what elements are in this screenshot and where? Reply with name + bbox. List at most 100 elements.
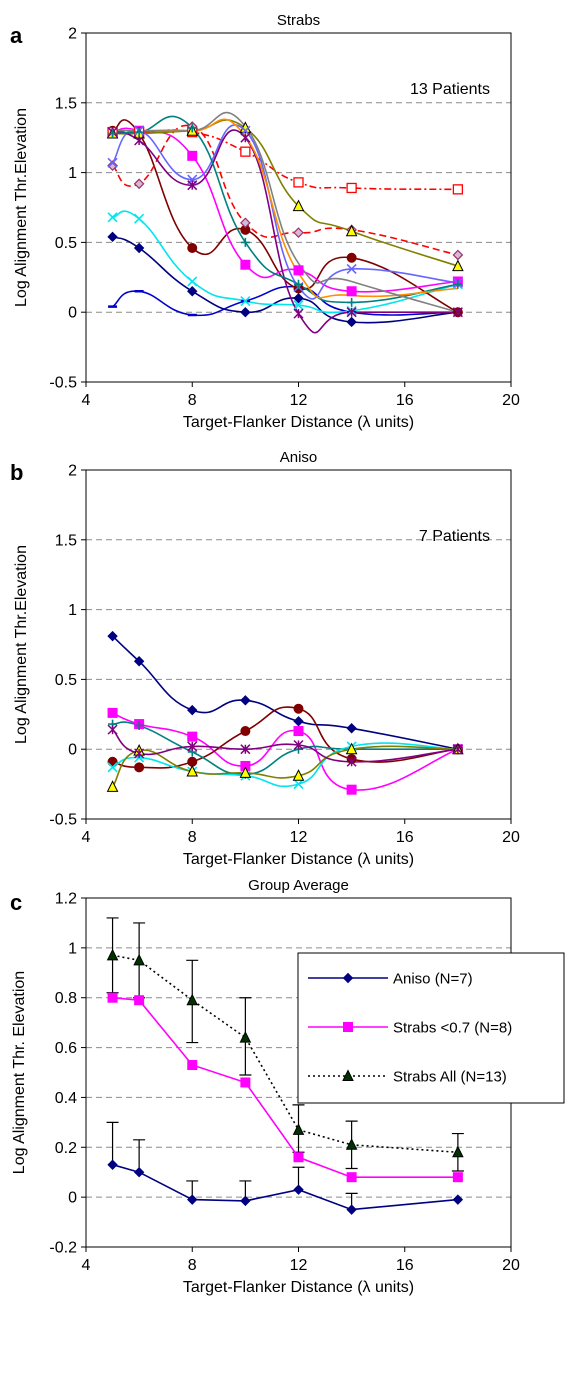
data-point bbox=[106, 780, 119, 792]
panel-letter: c bbox=[10, 890, 22, 915]
data-point bbox=[240, 259, 251, 270]
x-tick-label: 20 bbox=[502, 829, 520, 846]
data-point bbox=[452, 1145, 464, 1158]
error-bar bbox=[106, 955, 119, 994]
y-tick-label: 0.5 bbox=[55, 235, 77, 252]
x-tick-label: 12 bbox=[290, 829, 308, 846]
data-point bbox=[107, 724, 118, 735]
data-point bbox=[187, 276, 198, 287]
legend-marker bbox=[343, 1022, 353, 1032]
x-axis-label: Target-Flanker Distance (λ units) bbox=[183, 1279, 414, 1296]
data-point bbox=[107, 992, 118, 1003]
panel-letter: b bbox=[10, 460, 23, 485]
data-point bbox=[134, 762, 145, 773]
y-tick-label: 2 bbox=[68, 463, 77, 480]
legend-label: Aniso (N=7) bbox=[393, 971, 473, 988]
data-point bbox=[292, 199, 305, 212]
data-point bbox=[134, 748, 145, 759]
x-tick-label: 16 bbox=[396, 829, 414, 846]
data-point bbox=[346, 252, 357, 263]
data-point bbox=[346, 307, 357, 318]
data-point bbox=[240, 695, 251, 706]
data-point bbox=[452, 744, 463, 755]
y-tick-label: -0.2 bbox=[49, 1240, 77, 1257]
data-point bbox=[452, 249, 464, 261]
data-point bbox=[293, 293, 304, 304]
series-line-10 bbox=[112, 115, 459, 304]
chart-panel-b: -0.5 0 0.5 1 1.5 2 4 8 12 16 20 b Aniso Target-Flanke… bbox=[10, 449, 520, 868]
data-point bbox=[293, 177, 304, 188]
error-bar bbox=[186, 959, 199, 1001]
data-point bbox=[293, 1184, 304, 1195]
data-point bbox=[187, 704, 198, 716]
error-bar bbox=[106, 1121, 119, 1165]
y-tick-label: -0.5 bbox=[49, 375, 77, 392]
data-point bbox=[239, 1030, 252, 1043]
data-point bbox=[239, 766, 252, 778]
data-point bbox=[292, 769, 305, 781]
chart-panel-a: -0.5 0 0.5 1 1.5 2 4 8 12 16 20 a Strabs Target-Flank… bbox=[10, 12, 520, 431]
data-point bbox=[240, 295, 251, 307]
data-point bbox=[240, 132, 251, 143]
data-point bbox=[240, 306, 251, 318]
chart-title: Group Average bbox=[248, 877, 349, 894]
legend-label: Strabs All (N=13) bbox=[393, 1069, 507, 1086]
data-point bbox=[107, 157, 118, 168]
data-point bbox=[133, 178, 145, 190]
x-tick-label: 8 bbox=[188, 392, 197, 409]
data-point bbox=[240, 744, 251, 755]
y-tick-label: 0.6 bbox=[55, 1040, 77, 1057]
data-point bbox=[345, 224, 358, 237]
data-point bbox=[346, 756, 357, 767]
data-point bbox=[106, 948, 119, 961]
y-tick-label: 1.2 bbox=[55, 891, 77, 908]
plot-frame bbox=[85, 469, 512, 820]
data-point bbox=[293, 703, 304, 714]
x-axis-label: Target-Flanker Distance (λ units) bbox=[183, 851, 414, 868]
data-point bbox=[107, 231, 118, 243]
data-point bbox=[293, 779, 304, 790]
series-line-6 bbox=[112, 729, 458, 763]
data-point bbox=[133, 656, 145, 667]
data-point bbox=[292, 1123, 305, 1135]
data-point bbox=[346, 316, 357, 328]
data-point bbox=[240, 726, 251, 737]
data-point bbox=[240, 1195, 251, 1207]
data-point bbox=[107, 630, 118, 642]
data-point bbox=[452, 184, 464, 195]
y-tick-label: 0.4 bbox=[55, 1090, 77, 1107]
data-point bbox=[346, 286, 357, 297]
data-point bbox=[293, 726, 304, 737]
y-axis-label: Log Alignment Thr.Elevation bbox=[13, 108, 30, 307]
data-point bbox=[134, 720, 144, 730]
data-point bbox=[240, 237, 250, 247]
chart-title: Aniso bbox=[280, 449, 318, 466]
x-tick-label: 8 bbox=[188, 829, 197, 846]
y-tick-label: 0 bbox=[68, 1190, 77, 1207]
data-point bbox=[187, 1060, 198, 1071]
data-point bbox=[134, 135, 145, 146]
series-line-3 bbox=[112, 721, 458, 776]
data-point bbox=[346, 784, 357, 795]
data-point bbox=[346, 1172, 357, 1183]
y-axis-label: Log Alignment Thr.Elevation bbox=[13, 545, 30, 744]
data-point bbox=[452, 307, 463, 318]
data-point bbox=[107, 1159, 118, 1170]
y-tick-label: 1 bbox=[68, 940, 77, 957]
error-bar bbox=[133, 960, 146, 999]
data-point bbox=[347, 297, 357, 307]
data-point bbox=[293, 1152, 304, 1163]
series-line-7 bbox=[112, 119, 459, 267]
data-point bbox=[293, 227, 304, 238]
y-tick-label: 0.8 bbox=[55, 990, 77, 1007]
x-tick-label: 12 bbox=[290, 1257, 308, 1274]
x-tick-label: 4 bbox=[82, 829, 91, 846]
x-tick-label: 20 bbox=[502, 392, 520, 409]
data-point bbox=[186, 993, 199, 1006]
error-bar bbox=[239, 997, 252, 1038]
data-point bbox=[346, 723, 357, 734]
error-bar bbox=[239, 1037, 252, 1076]
data-point bbox=[294, 279, 303, 289]
y-tick-label: -0.5 bbox=[49, 812, 77, 829]
